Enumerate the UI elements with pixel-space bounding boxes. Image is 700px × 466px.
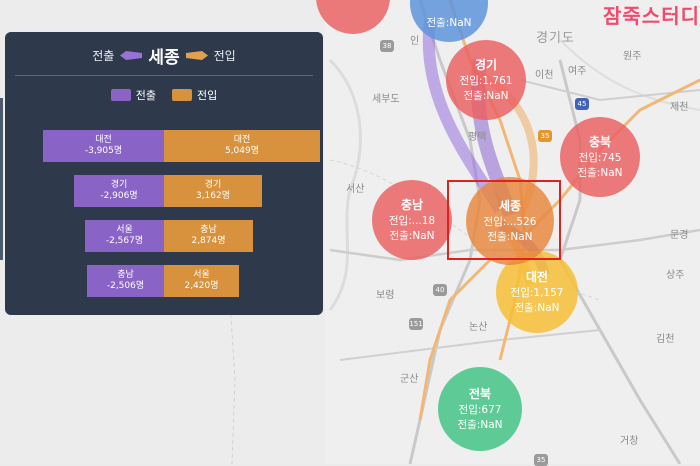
place-label: 경기도 [536,31,575,46]
out-region: 경기 [110,180,128,190]
in-region: 경기 [204,180,222,190]
place-label: 논산 [469,322,488,333]
bubble-name: 세종 [498,199,522,214]
region-bubble-jeonbuk[interactable]: 전북 전입:677 전출:NaN [438,367,522,451]
bubble-out-value: 전출:NaN [463,89,509,102]
region-bubble-gyeonggi[interactable]: 경기 전입:1,761 전출:NaN [446,40,526,120]
bubble-out-value: 전출:NaN [487,230,533,243]
bubble-in-value: 전입:1,157 [510,287,564,300]
in-value: 5,049명 [224,146,260,156]
panel-header: 전출 세종 전입 [5,40,323,70]
bubble-in-value: 전입:...526 [483,216,537,229]
place-label: 이천 [535,70,554,81]
out-bar: 서울 -2,567명 [85,220,164,252]
highway-shield-icon: 35 [538,130,552,142]
bubble-out-value: 전출:NaN [457,418,503,431]
region-bubble-chungbuk[interactable]: 충북 전입:745 전출:NaN [560,117,640,197]
legend-item-in[interactable]: 전입 [172,87,217,103]
out-bar: 충남 -2,506명 [87,265,164,297]
brand-watermark: 잠죽스터디 [603,4,700,28]
out-value: -2,506명 [106,281,145,291]
place-label: 김천 [656,334,675,345]
bubble-out-value: 전출:NaN [426,16,472,29]
place-label: 서산 [346,184,365,195]
flow-bar-row[interactable]: 서울 -2,567명 충남 2,874명 [85,220,253,252]
legend-item-out[interactable]: 전출 [110,87,156,103]
bubble-name: 전북 [468,387,492,402]
legend-label-in: 전입 [197,89,218,102]
place-label: 군산 [400,374,419,385]
region-bubble-sejong[interactable]: 세종 전입:...526 전출:NaN [466,177,554,265]
out-region: 서울 [116,225,133,235]
bubble-in-value: 전입:745 [578,152,622,165]
in-bar: 서울 2,420명 [164,265,239,297]
highway-shield-icon: 151 [409,318,423,330]
legend-swatch-in [172,89,192,101]
highway-shield-icon: 35 [534,454,548,466]
place-label: 문경 [670,230,689,241]
out-value: -2,567명 [105,236,144,246]
bubble-in-value: 전입:...18 [388,215,436,228]
bubble-in-value: 전입:677 [458,404,502,417]
out-bar: 대전 -3,905명 [43,130,164,162]
highway-shield-icon: 40 [433,284,447,296]
collapsed-side-tab[interactable] [0,98,3,260]
highway-shield-icon: 45 [575,98,589,110]
in-region: 대전 [233,135,251,145]
out-value: -2,906명 [100,191,138,201]
place-label: 상주 [666,270,685,281]
in-value: 3,162명 [195,191,231,201]
selection-highlight-box [447,180,561,260]
in-bar: 충남 2,874명 [164,220,253,252]
flow-bar-row[interactable]: 경기 -2,906명 경기 3,162명 [74,175,262,207]
in-region: 서울 [193,270,210,280]
place-label: 여주 [568,66,587,77]
region-bubble-chungnam[interactable]: 충남 전입:...18 전출:NaN [372,180,452,260]
bubble-name: 대전 [525,270,549,285]
panel-out-label: 전출 [92,48,115,63]
out-bar: 경기 -2,906명 [74,175,164,207]
out-arrow-icon [120,50,143,60]
bubble-name: 충북 [588,135,612,150]
in-bar: 경기 3,162명 [164,175,262,207]
out-region: 대전 [95,135,112,145]
flow-bar-row[interactable]: 대전 -3,905명 대전 5,049명 [43,130,320,162]
bubble-out-value: 전출:NaN [389,229,435,242]
in-value: 2,420명 [184,281,219,291]
highway-shield-icon: 38 [380,40,394,52]
place-label: 보령 [376,290,395,301]
in-bar: 대전 5,049명 [164,130,320,162]
legend-swatch-out [110,89,131,101]
migration-summary-panel: 전출 세종 전입 전출 전입 대전 -3,905명 대전 5,049명 [5,32,323,315]
place-label: 원주 [623,51,642,62]
in-arrow-icon [185,50,208,60]
place-label: 인 [410,36,420,47]
in-region: 충남 [200,225,217,235]
panel-divider [15,75,313,76]
bubble-name: 경기 [474,58,498,73]
legend-label-out: 전출 [135,89,156,102]
panel-in-label: 전입 [213,48,236,63]
bubble-name: 충남 [400,198,424,213]
bubble-out-value: 전출:NaN [514,301,560,314]
bubble-in-value: 전입:1,761 [459,75,513,88]
out-region: 충남 [117,270,134,280]
place-label: 세부도 [372,94,400,105]
in-value: 2,874명 [191,236,226,246]
place-label: 제천 [670,102,689,113]
panel-title: 세종 [148,47,180,68]
panel-legend: 전출 전입 [5,87,323,103]
out-value: -3,905명 [84,146,123,156]
place-label: 평택 [468,132,487,143]
bubble-out-value: 전출:NaN [577,166,623,179]
flow-bar-row[interactable]: 충남 -2,506명 서울 2,420명 [87,265,239,297]
place-label: 거창 [620,436,639,447]
